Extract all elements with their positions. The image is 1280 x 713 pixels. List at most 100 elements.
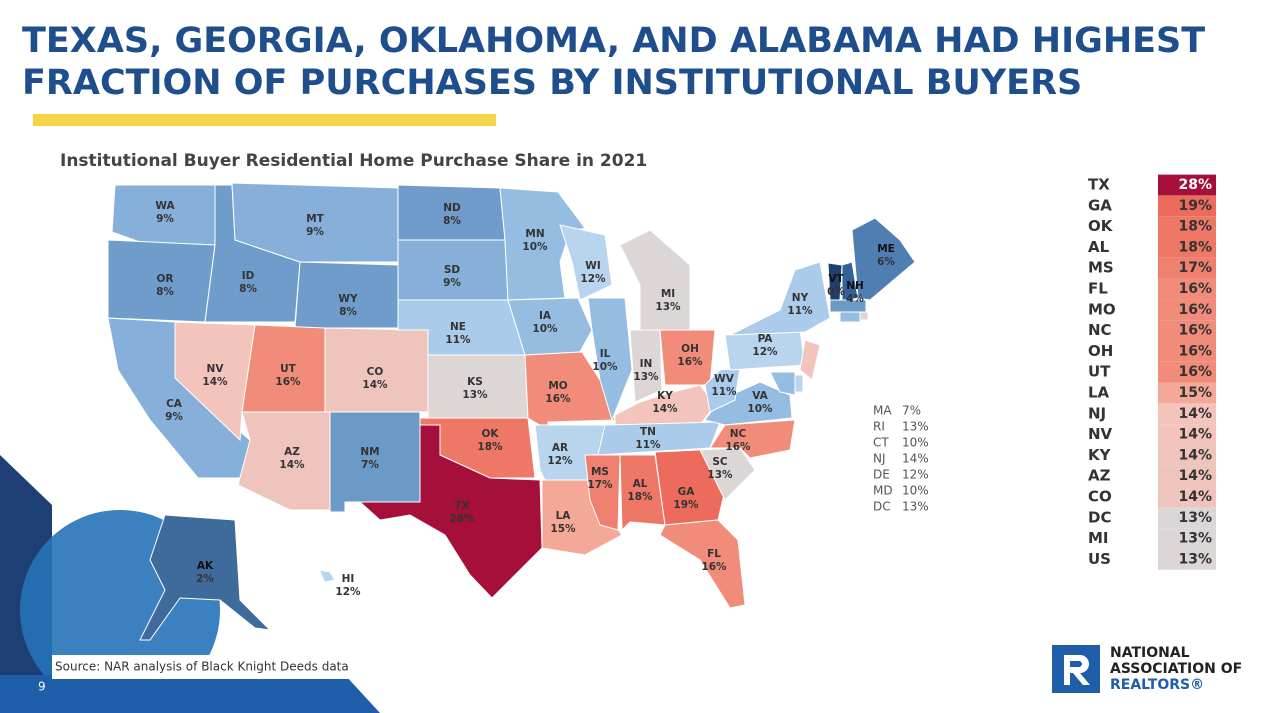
state-value: 13%: [655, 301, 681, 313]
small-state-abbr: NJ: [873, 452, 886, 466]
state-value: 16%: [701, 561, 727, 573]
map: WA9%OR8%CA9%NV14%ID8%MT9%WY8%UT16%CO14%A…: [107, 182, 929, 641]
state-value: 8%: [156, 286, 174, 298]
state-value: 0%: [827, 286, 845, 298]
state-value: 10%: [592, 361, 618, 373]
decor: [52, 655, 362, 679]
state-abbr: CO: [367, 366, 384, 378]
title: TEXAS, GEORGIA, OKLAHOMA, AND ALABAMA HA…: [22, 21, 1205, 103]
state-abbr: AL: [633, 478, 648, 490]
rank-abbr: NV: [1088, 425, 1113, 443]
small-state-abbr: MD: [873, 484, 893, 498]
logo-line: REALTORS®: [1110, 677, 1204, 693]
state-abbr: OH: [681, 343, 699, 355]
rank-value: 28%: [1178, 177, 1212, 193]
state: [584, 454, 621, 531]
state-abbr: NM: [360, 446, 379, 458]
rank-value: 19%: [1178, 198, 1212, 214]
small-state: [794, 374, 804, 393]
state: [231, 182, 399, 263]
state-value: 16%: [545, 393, 571, 405]
state: [619, 454, 666, 532]
state-value: 11%: [445, 334, 471, 346]
small-state-value: 10%: [902, 484, 929, 498]
ranking: TX 28% GA 19% OK 18% AL 18% MS 17% FL 16% MO 16% NC 16%…: [1088, 174, 1216, 570]
state-value: 28%: [449, 513, 475, 525]
state-abbr: VT: [828, 273, 844, 285]
state-value: 8%: [443, 215, 461, 227]
state-abbr: AR: [552, 442, 568, 454]
state: [851, 217, 916, 301]
small-state: [859, 311, 869, 321]
rank-cell: [1158, 549, 1216, 570]
rank-cell: [1158, 403, 1216, 425]
decor: [0, 675, 380, 713]
small-state: [799, 339, 821, 381]
state-value: 11%: [635, 439, 661, 451]
state-abbr: OR: [156, 273, 173, 285]
rank-cell: [1158, 486, 1216, 508]
title-underline: [33, 114, 496, 126]
small-state: [839, 311, 861, 323]
map-title: Institutional Buyer Residential Home Pur…: [60, 151, 647, 171]
rank-abbr: NC: [1088, 321, 1112, 339]
rank-cell: [1158, 237, 1216, 258]
rank-cell: [1158, 507, 1216, 529]
state-value: 11%: [711, 386, 737, 398]
rank-value: 14%: [1178, 468, 1212, 484]
state-abbr: HI: [342, 573, 355, 585]
rank-abbr: TX: [1088, 176, 1110, 194]
state: [329, 411, 421, 513]
state-value: 14%: [362, 379, 388, 391]
rank-abbr: US: [1088, 550, 1111, 568]
small-state-abbr: RI: [873, 420, 885, 434]
state-value: 9%: [165, 411, 183, 423]
state-abbr: NH: [846, 280, 864, 292]
state-abbr: AK: [197, 560, 214, 572]
state-abbr: IN: [640, 358, 653, 370]
rank-cell: [1158, 341, 1216, 362]
state-abbr: MO: [548, 380, 567, 392]
logo-line: NATIONAL: [1110, 645, 1190, 661]
rank-cell: [1158, 278, 1216, 300]
page-number: 9: [38, 680, 46, 694]
rank-value: 18%: [1178, 219, 1212, 235]
state-value: 8%: [339, 306, 357, 318]
source: Source: NAR analysis of Black Knight Dee…: [55, 660, 349, 674]
state-value: 12%: [335, 586, 361, 598]
rank-cell: [1158, 424, 1216, 445]
state-value: 12%: [752, 346, 778, 358]
logo-r: [1064, 655, 1090, 685]
small-state-value: 13%: [902, 500, 929, 514]
small-state-value: 13%: [902, 420, 929, 434]
state-value: 6%: [877, 256, 895, 268]
state-value: 12%: [547, 455, 573, 467]
rank-value: 16%: [1178, 364, 1212, 380]
small-state-abbr: DE: [873, 468, 890, 482]
state: [524, 351, 616, 431]
rank-value: 16%: [1178, 302, 1212, 318]
rank-value: 16%: [1178, 343, 1212, 359]
state-abbr: UT: [280, 363, 297, 375]
rank-abbr: NJ: [1088, 404, 1106, 422]
state-value: 10%: [522, 241, 548, 253]
state-value: 12%: [580, 273, 606, 285]
rank-abbr: AL: [1088, 238, 1110, 256]
rank-abbr: MI: [1088, 529, 1109, 547]
state-value: 17%: [587, 479, 613, 491]
rank-value: 13%: [1178, 551, 1212, 567]
state-abbr: MN: [525, 228, 544, 240]
state: [499, 187, 586, 301]
state-abbr: NV: [207, 363, 225, 375]
state-abbr: IA: [539, 310, 552, 322]
rank-abbr: OH: [1088, 342, 1113, 360]
rank-cell: [1158, 320, 1216, 341]
state-abbr: TX: [454, 500, 469, 512]
state-abbr: MT: [306, 213, 324, 225]
rank-cell: [1158, 445, 1216, 466]
state-abbr: NY: [792, 292, 809, 304]
state: [507, 297, 593, 356]
state-abbr: LA: [556, 510, 572, 522]
state-abbr: PA: [758, 333, 774, 345]
state-abbr: VA: [752, 390, 768, 402]
